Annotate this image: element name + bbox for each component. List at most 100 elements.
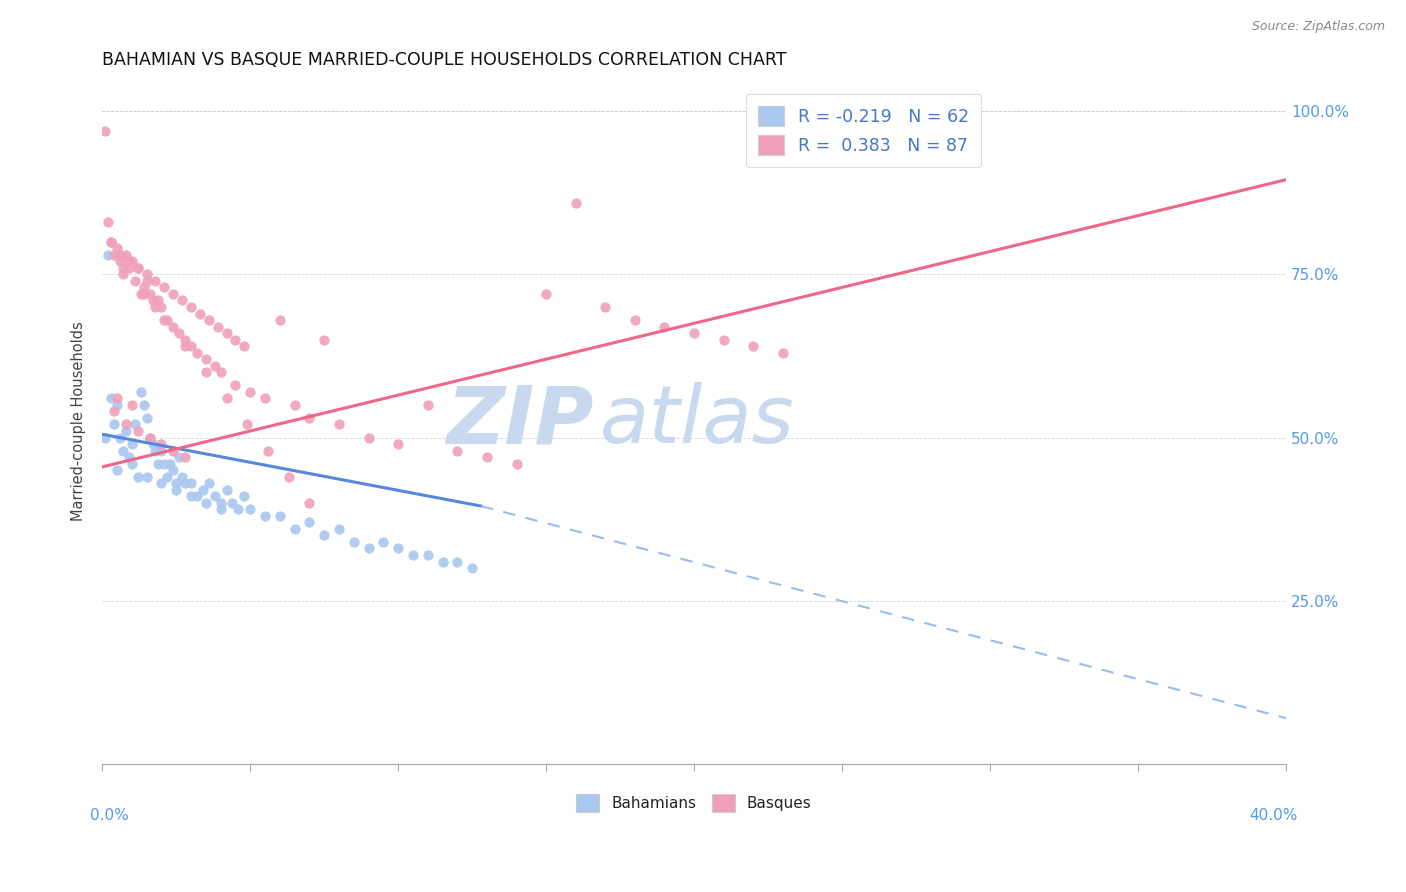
Point	[141, 293, 163, 308]
Point	[221, 496, 243, 510]
Point	[402, 548, 425, 562]
Point	[172, 293, 194, 308]
Point	[204, 359, 226, 373]
Point	[215, 326, 238, 340]
Point	[475, 450, 498, 464]
Point	[328, 522, 350, 536]
Point	[595, 300, 617, 314]
Point	[111, 260, 134, 275]
Point	[162, 319, 184, 334]
Point	[156, 313, 179, 327]
Point	[97, 215, 120, 229]
Point	[209, 365, 232, 379]
Point	[105, 463, 128, 477]
Point	[224, 333, 246, 347]
Point	[186, 489, 208, 503]
Point	[713, 333, 735, 347]
Point	[135, 268, 157, 282]
Point	[162, 287, 184, 301]
Point	[97, 248, 120, 262]
Legend: Bahamians, Basques: Bahamians, Basques	[571, 788, 818, 818]
Point	[105, 398, 128, 412]
Point	[121, 457, 143, 471]
Point	[132, 398, 155, 412]
Point	[100, 392, 122, 406]
Point	[138, 430, 160, 444]
Point	[129, 384, 152, 399]
Point	[564, 195, 586, 210]
Point	[108, 248, 131, 262]
Point	[197, 313, 219, 327]
Point	[115, 248, 138, 262]
Point	[343, 535, 366, 549]
Point	[105, 392, 128, 406]
Point	[135, 469, 157, 483]
Point	[180, 489, 202, 503]
Point	[373, 535, 395, 549]
Point	[186, 345, 208, 359]
Point	[127, 424, 149, 438]
Point	[253, 508, 276, 523]
Point	[162, 463, 184, 477]
Point	[236, 417, 259, 432]
Point	[118, 254, 141, 268]
Point	[159, 457, 181, 471]
Point	[357, 541, 380, 556]
Point	[153, 457, 176, 471]
Point	[416, 398, 439, 412]
Point	[624, 313, 647, 327]
Point	[174, 333, 197, 347]
Point	[162, 443, 184, 458]
Point	[269, 508, 291, 523]
Point	[111, 268, 134, 282]
Point	[215, 483, 238, 497]
Point	[150, 443, 173, 458]
Point	[387, 437, 409, 451]
Point	[127, 260, 149, 275]
Point	[148, 457, 170, 471]
Point	[121, 398, 143, 412]
Point	[118, 450, 141, 464]
Point	[742, 339, 765, 353]
Point	[121, 254, 143, 268]
Point	[105, 241, 128, 255]
Point	[188, 306, 211, 320]
Point	[314, 528, 336, 542]
Text: 40.0%: 40.0%	[1250, 808, 1298, 823]
Point	[180, 300, 202, 314]
Point	[654, 319, 676, 334]
Point	[174, 339, 197, 353]
Point	[204, 489, 226, 503]
Point	[121, 437, 143, 451]
Point	[446, 555, 468, 569]
Point	[118, 260, 141, 275]
Point	[284, 398, 307, 412]
Point	[108, 430, 131, 444]
Point	[167, 450, 190, 464]
Point	[132, 287, 155, 301]
Point	[103, 248, 125, 262]
Point	[534, 287, 557, 301]
Text: Source: ZipAtlas.com: Source: ZipAtlas.com	[1251, 20, 1385, 33]
Point	[111, 443, 134, 458]
Point	[124, 417, 146, 432]
Point	[150, 476, 173, 491]
Point	[446, 443, 468, 458]
Point	[209, 496, 232, 510]
Point	[239, 384, 262, 399]
Point	[108, 254, 131, 268]
Point	[298, 516, 321, 530]
Point	[150, 437, 173, 451]
Point	[314, 333, 336, 347]
Point	[145, 300, 167, 314]
Point	[432, 555, 454, 569]
Point	[100, 235, 122, 249]
Point	[180, 339, 202, 353]
Point	[132, 280, 155, 294]
Point	[387, 541, 409, 556]
Point	[228, 502, 250, 516]
Point	[165, 476, 187, 491]
Point	[153, 280, 176, 294]
Point	[772, 345, 794, 359]
Point	[328, 417, 350, 432]
